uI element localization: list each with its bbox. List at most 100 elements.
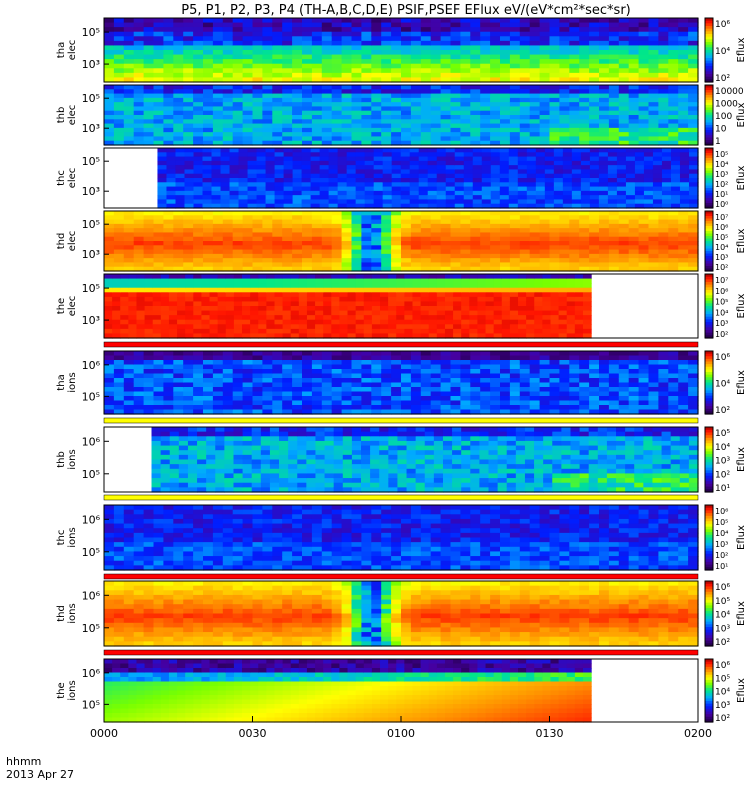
heatmap-cell [323,324,332,329]
heatmap-cell [451,68,462,73]
heatmap-cell [494,329,503,334]
heatmap-cell [374,199,384,204]
heatmap-cell [253,111,264,116]
heatmap-cell [144,23,155,28]
heatmap-cell [431,68,442,73]
heatmap-cell [668,228,679,233]
heatmap-cell [361,254,372,259]
heatmap-cell [266,152,276,157]
heatmap-cell [302,115,313,120]
heatmap-cell [332,64,343,69]
heatmap-cell [689,199,699,204]
heatmap-cell [282,369,293,374]
heatmap-cell [332,50,343,55]
heatmap-cell [437,199,447,204]
heatmap-cell [154,241,165,246]
heatmap-cell [460,220,471,225]
heatmap-cell [662,199,672,204]
heatmap-cell [540,245,551,250]
heatmap-cell [322,215,333,220]
heatmap-cell [589,64,600,69]
heatmap-cell [257,178,267,183]
heatmap-cell [480,392,491,397]
heatmap-cell [114,365,125,370]
heatmap-cell [419,187,429,192]
heatmap-cell [312,258,323,263]
heatmap-cell [293,195,303,200]
heatmap-cell [248,169,258,174]
heatmap-cell [589,23,600,28]
heatmap-cell [678,59,689,64]
heatmap-cell [401,401,412,406]
heatmap-cell [331,311,340,316]
heatmap-cell [173,383,184,388]
heatmap-cell [243,132,254,137]
heatmap-cell [213,215,224,220]
heatmap-cell [510,211,521,216]
heatmap-cell [583,311,592,316]
heatmap-cell [629,241,640,246]
heatmap-cell [411,115,422,120]
heatmap-cell [173,360,184,365]
heatmap-cell [307,297,316,302]
heatmap-cell [226,274,235,279]
heatmap-cell [500,98,511,103]
heatmap-cell [658,136,669,141]
heatmap-cell [490,387,501,392]
heatmap-cell [441,115,452,120]
heatmap-cell [401,18,412,23]
heatmap-cell [332,128,343,133]
heatmap-cell [464,195,474,200]
heatmap-cell [629,228,640,233]
heatmap-cell [134,45,145,50]
heatmap-cell [339,301,348,306]
heatmap-cell [536,165,546,170]
heatmap-cell [274,329,283,334]
heatmap-cell [302,64,313,69]
heatmap-cell [193,136,204,141]
heatmap-cell [364,297,373,302]
heatmap-cell [391,387,402,392]
heatmap-cell [342,374,353,379]
heatmap-cell [233,396,244,401]
heatmap-cell [253,106,264,111]
heatmap-cell [372,297,381,302]
heatmap-cell [569,224,580,229]
heatmap-cell [356,182,366,187]
heatmap-cell [510,124,521,129]
heatmap-cell [437,182,447,187]
heatmap-cell [112,311,121,316]
heatmap-cell [213,351,224,356]
heatmap-cell [401,27,412,32]
heatmap-cell [161,320,170,325]
heatmap-cell [212,191,222,196]
heatmap-cell [470,374,481,379]
heatmap-cell [509,187,519,192]
heatmap-cell [193,132,204,137]
heatmap-cell [194,174,204,179]
heatmap-cell [608,182,618,187]
heatmap-cell [175,195,185,200]
heatmap-cell [342,106,353,111]
heatmap-cell [510,351,521,356]
heatmap-cell [210,283,219,288]
heatmap-cell [635,148,645,153]
heatmap-cell [307,329,316,334]
heatmap-cell [486,320,495,325]
heatmap-cell [374,195,384,200]
heatmap-cell [352,98,363,103]
heatmap-cell [626,169,636,174]
heatmap-cell [464,152,474,157]
heatmap-cell [678,64,689,69]
heatmap-cell [490,360,501,365]
heatmap-cell [589,18,600,23]
heatmap-cell [470,94,481,99]
heatmap-cell [626,187,636,192]
heatmap-cell [579,64,590,69]
heatmap-cell [563,199,573,204]
heatmap-cell [530,250,541,255]
heatmap-cell [338,157,348,162]
heatmap-cell [213,237,224,242]
heatmap-cell [500,215,511,220]
heatmap-cell [542,301,551,306]
